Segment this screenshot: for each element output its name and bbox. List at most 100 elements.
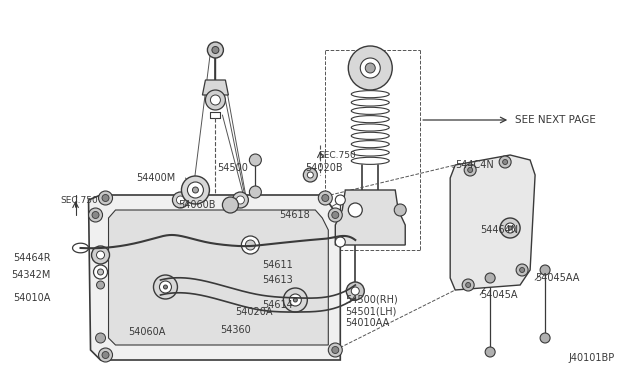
Circle shape bbox=[348, 203, 362, 217]
Circle shape bbox=[335, 195, 346, 205]
Circle shape bbox=[284, 288, 307, 312]
Circle shape bbox=[92, 212, 99, 218]
Circle shape bbox=[348, 283, 362, 297]
Text: 54020A: 54020A bbox=[236, 307, 273, 317]
Circle shape bbox=[88, 208, 102, 222]
Circle shape bbox=[99, 191, 113, 205]
Ellipse shape bbox=[351, 157, 389, 164]
Text: 54060A: 54060A bbox=[128, 327, 166, 337]
Ellipse shape bbox=[351, 141, 389, 148]
Text: 54060B: 54060B bbox=[178, 200, 216, 210]
Text: 54618: 54618 bbox=[280, 210, 310, 220]
Circle shape bbox=[360, 58, 380, 78]
Polygon shape bbox=[109, 210, 328, 345]
Circle shape bbox=[466, 282, 470, 288]
Circle shape bbox=[207, 42, 223, 58]
Circle shape bbox=[182, 176, 209, 204]
Circle shape bbox=[365, 63, 375, 73]
Text: 54613: 54613 bbox=[262, 275, 293, 285]
Circle shape bbox=[163, 285, 168, 289]
Polygon shape bbox=[335, 190, 405, 245]
Ellipse shape bbox=[351, 132, 389, 140]
Circle shape bbox=[540, 265, 550, 275]
Text: 54464R: 54464R bbox=[13, 253, 51, 263]
Circle shape bbox=[335, 237, 346, 247]
Circle shape bbox=[328, 343, 342, 357]
Circle shape bbox=[348, 46, 392, 90]
Ellipse shape bbox=[351, 149, 389, 156]
Circle shape bbox=[540, 333, 550, 343]
Text: 54500: 54500 bbox=[218, 163, 248, 173]
Ellipse shape bbox=[351, 116, 389, 123]
Circle shape bbox=[212, 46, 219, 54]
Circle shape bbox=[485, 273, 495, 283]
Circle shape bbox=[241, 236, 259, 254]
Circle shape bbox=[250, 154, 261, 166]
Circle shape bbox=[177, 196, 184, 204]
Circle shape bbox=[351, 287, 359, 295]
Text: 54010AA: 54010AA bbox=[346, 318, 390, 328]
Circle shape bbox=[464, 164, 476, 176]
Circle shape bbox=[92, 246, 109, 264]
Text: 54342M: 54342M bbox=[12, 270, 51, 280]
Circle shape bbox=[97, 269, 104, 275]
Circle shape bbox=[394, 204, 406, 216]
Ellipse shape bbox=[351, 107, 389, 114]
Circle shape bbox=[462, 279, 474, 291]
Circle shape bbox=[307, 172, 314, 178]
Text: 54020B: 54020B bbox=[305, 163, 343, 173]
Circle shape bbox=[99, 348, 113, 362]
Text: 544C4N: 544C4N bbox=[455, 160, 494, 170]
Ellipse shape bbox=[351, 99, 389, 106]
Text: 54360: 54360 bbox=[220, 325, 251, 335]
Ellipse shape bbox=[351, 91, 389, 98]
Circle shape bbox=[485, 347, 495, 357]
Text: 54045A: 54045A bbox=[480, 290, 518, 300]
Circle shape bbox=[250, 186, 261, 198]
Circle shape bbox=[346, 282, 364, 300]
Circle shape bbox=[188, 182, 204, 198]
Text: 54500(RH): 54500(RH) bbox=[346, 295, 398, 305]
Text: 54045AA: 54045AA bbox=[535, 273, 579, 283]
Circle shape bbox=[332, 212, 339, 218]
Circle shape bbox=[468, 167, 473, 173]
Circle shape bbox=[236, 196, 244, 204]
Circle shape bbox=[223, 197, 238, 213]
Circle shape bbox=[232, 192, 248, 208]
Circle shape bbox=[516, 264, 528, 276]
Circle shape bbox=[102, 352, 109, 359]
Text: 54464N: 54464N bbox=[480, 225, 518, 235]
Circle shape bbox=[303, 168, 317, 182]
Circle shape bbox=[193, 187, 198, 193]
Circle shape bbox=[97, 281, 104, 289]
Text: 54010A: 54010A bbox=[13, 293, 51, 303]
Circle shape bbox=[322, 195, 329, 202]
Circle shape bbox=[508, 226, 512, 230]
Circle shape bbox=[95, 333, 106, 343]
Circle shape bbox=[328, 208, 342, 222]
Ellipse shape bbox=[351, 124, 389, 131]
Text: 54614: 54614 bbox=[262, 300, 293, 310]
Circle shape bbox=[332, 346, 339, 353]
Text: SEE NEXT PAGE: SEE NEXT PAGE bbox=[515, 115, 596, 125]
Circle shape bbox=[154, 275, 177, 299]
Circle shape bbox=[318, 191, 332, 205]
Text: SEC.750: SEC.750 bbox=[318, 151, 356, 160]
Polygon shape bbox=[202, 80, 228, 95]
Circle shape bbox=[502, 160, 508, 164]
Circle shape bbox=[97, 251, 104, 259]
Circle shape bbox=[159, 281, 172, 293]
Polygon shape bbox=[88, 195, 340, 360]
Polygon shape bbox=[450, 155, 535, 290]
Circle shape bbox=[102, 195, 109, 202]
Circle shape bbox=[499, 156, 511, 168]
Circle shape bbox=[500, 218, 520, 238]
Text: 54400M: 54400M bbox=[136, 173, 175, 183]
Circle shape bbox=[205, 90, 225, 110]
Circle shape bbox=[505, 223, 515, 233]
Circle shape bbox=[172, 192, 188, 208]
Circle shape bbox=[520, 267, 525, 273]
Text: SEC.750: SEC.750 bbox=[61, 196, 99, 205]
Circle shape bbox=[352, 287, 358, 293]
Text: J40101BP: J40101BP bbox=[569, 353, 615, 363]
